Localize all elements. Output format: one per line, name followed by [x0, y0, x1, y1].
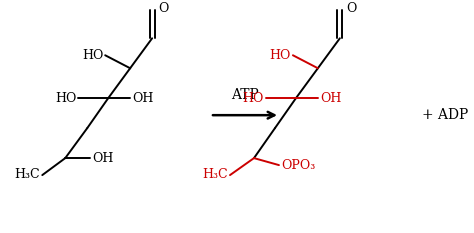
- Text: H₃C: H₃C: [15, 168, 40, 181]
- Text: OH: OH: [92, 152, 114, 164]
- Text: ATP: ATP: [231, 88, 259, 102]
- Text: HO: HO: [82, 49, 103, 62]
- Text: HO: HO: [270, 49, 291, 62]
- Text: OH: OH: [320, 92, 341, 105]
- Text: HO: HO: [55, 92, 76, 105]
- Text: OPO₃: OPO₃: [281, 159, 315, 171]
- Text: O: O: [346, 2, 356, 15]
- Text: + ADP: + ADP: [421, 108, 468, 122]
- Text: HO: HO: [243, 92, 264, 105]
- Text: O: O: [158, 2, 168, 15]
- Text: H₃C: H₃C: [202, 168, 228, 181]
- Text: OH: OH: [132, 92, 154, 105]
